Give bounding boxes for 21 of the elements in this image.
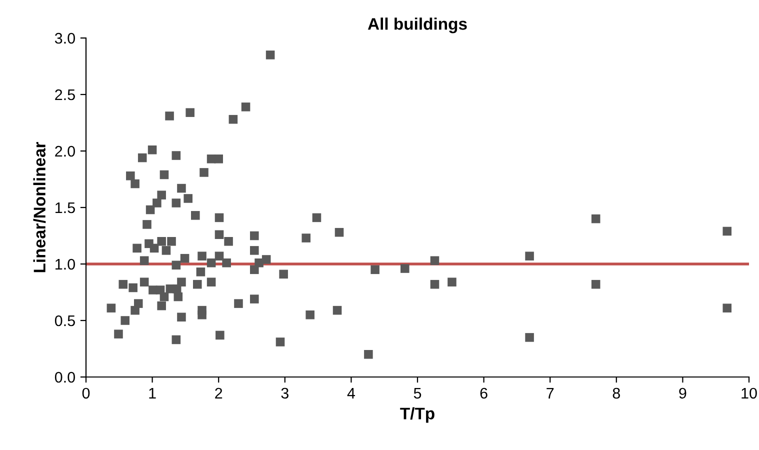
y-tick-label: 2.5 [55, 89, 75, 100]
x-tick-label: 4 [347, 388, 355, 398]
y-axis-title: Linear/Nonlinear [33, 142, 46, 272]
x-tick-label: 8 [612, 388, 620, 399]
x-tick-label: 9 [679, 388, 686, 399]
y-tick-label: 1.0 [56, 258, 75, 270]
chart-title: All buildings [368, 18, 467, 34]
y-tick-label: 0.5 [54, 315, 75, 326]
x-tick-label: 3 [281, 388, 288, 399]
x-tick-label: 1 [149, 388, 156, 398]
x-tick-label: 0 [82, 388, 90, 399]
y-tick-label: 0.0 [54, 372, 75, 383]
y-tick-label: 2.0 [55, 146, 75, 157]
y-tick-label: 3.0 [54, 32, 75, 44]
x-axis-title: T/Tp [400, 407, 434, 423]
x-tick-label: 10 [742, 388, 757, 399]
x-tick-label: 5 [414, 388, 422, 399]
x-tick-label: 2 [215, 388, 222, 398]
y-tick-label: 1.5 [56, 202, 75, 214]
x-tick-label: 6 [480, 388, 488, 399]
x-tick-label: 7 [546, 388, 554, 398]
